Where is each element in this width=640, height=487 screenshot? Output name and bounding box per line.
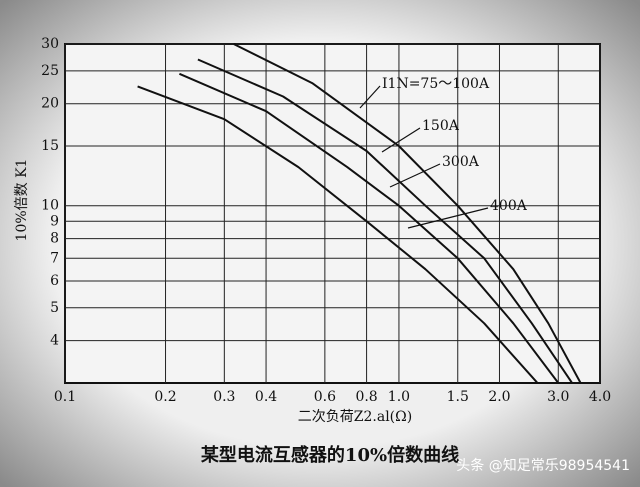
watermark: 头条 @知足常乐98954541	[456, 457, 630, 474]
y-tick-label: 30	[41, 36, 59, 52]
y-tick-label: 20	[41, 96, 59, 112]
y-tick-label: 4	[50, 333, 59, 349]
x-tick-label: 1.5	[447, 389, 469, 405]
x-tick-label: 0.8	[355, 389, 377, 405]
leader-line	[407, 207, 489, 229]
y-tick-label: 10	[41, 198, 59, 214]
leader-line	[389, 163, 441, 188]
x-tick-label: 0.6	[314, 389, 336, 405]
y-tick-label: 7	[50, 250, 59, 266]
plot-area	[64, 43, 601, 384]
x-axis-label: 二次负荷Z2.al(Ω)	[298, 409, 412, 425]
y-axis-label: 10%倍数 K1	[14, 159, 30, 242]
curve	[137, 85, 539, 384]
x-tick-label: 0.4	[255, 389, 277, 405]
y-tick-label: 9	[50, 213, 59, 229]
caption: 某型电流互感器的10%倍数曲线	[201, 444, 459, 466]
x-tick-label: 1.0	[388, 389, 410, 405]
legend-label: 150A	[422, 118, 460, 134]
legend-label: 300A	[442, 154, 480, 170]
y-tick-label: 8	[50, 231, 59, 247]
y-tick-label: 5	[50, 300, 59, 316]
x-tick-label: 4.0	[589, 389, 611, 405]
y-tick-label: 6	[50, 273, 59, 289]
curve	[197, 58, 573, 384]
x-tick-label: 2.0	[488, 389, 510, 405]
leader-line	[381, 127, 421, 153]
legend-label: 400A	[490, 198, 528, 214]
legend-label: I1N=75～100A	[382, 76, 490, 92]
y-tick-label: 15	[41, 138, 59, 154]
curve	[179, 72, 560, 384]
curve	[233, 43, 582, 384]
x-tick-label: 0.3	[213, 389, 235, 405]
y-tick-label: 25	[41, 63, 59, 79]
leader-line	[359, 85, 381, 109]
x-tick-label: 0.2	[154, 389, 176, 405]
x-tick-label: 0.1	[54, 389, 76, 405]
x-tick-label: 3.0	[547, 389, 569, 405]
